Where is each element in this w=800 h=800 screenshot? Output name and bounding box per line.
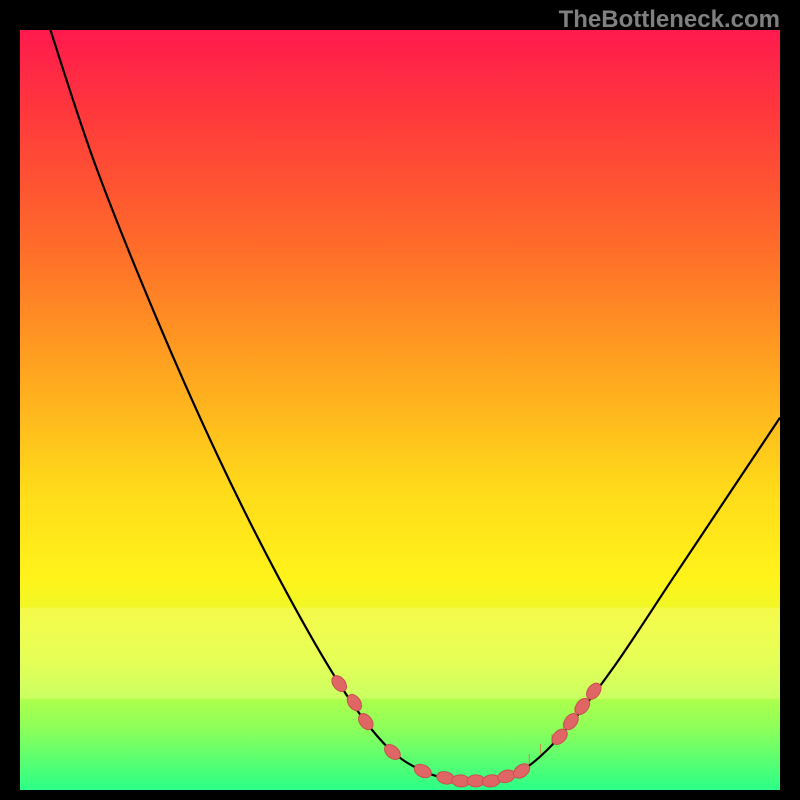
- bottleneck-chart: [0, 0, 800, 800]
- haze-band: [20, 608, 780, 699]
- chart-frame: TheBottleneck.com: [0, 0, 800, 800]
